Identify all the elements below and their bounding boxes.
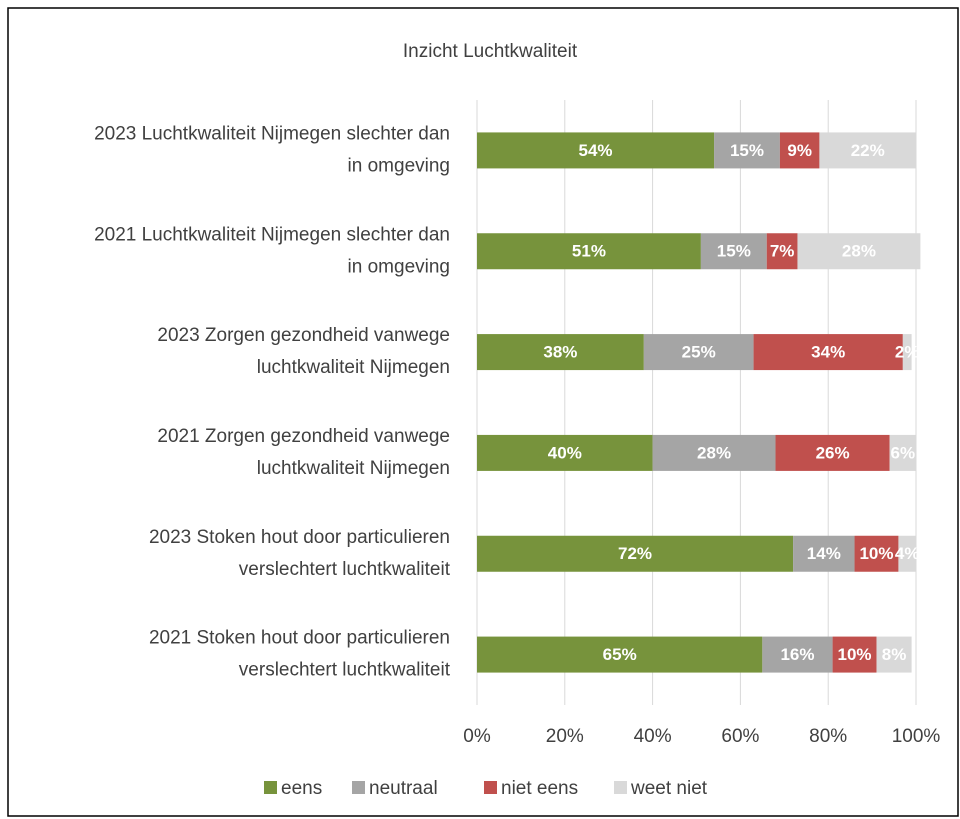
category-label-line: 2023 Stoken hout door particulieren (149, 527, 450, 548)
category-label: 2021 Zorgen gezondheid vanwege luchtkwali… (157, 426, 450, 479)
value-label: 2% (895, 343, 920, 362)
bar-segment (876, 636, 912, 673)
legend-label: niet eens (501, 778, 578, 799)
category-label: 2021 Stoken hout door particulieren versl… (149, 628, 451, 681)
value-label: 10% (838, 645, 872, 664)
value-label: 7% (770, 242, 795, 261)
bar-segment (753, 334, 903, 371)
bar-segment (797, 233, 921, 270)
bar-segment (477, 132, 715, 169)
value-label: 34% (811, 343, 845, 362)
bar-segment (898, 535, 916, 572)
category-label: 2023 Zorgen gezondheid vanwege luchtkwali… (157, 325, 450, 378)
legend-label: neutraal (369, 778, 438, 799)
value-label: 38% (543, 343, 577, 362)
bar-segment (477, 334, 644, 371)
x-tick-label: 20% (546, 726, 584, 747)
bar-segment (477, 636, 763, 673)
category-label-line: luchtkwaliteit Nijmegen (257, 357, 450, 378)
category-label-line: in omgeving (348, 155, 450, 176)
category-label: 2023 Luchtkwaliteit Nijmegen slechter da… (94, 123, 450, 176)
x-tick-label: 40% (634, 726, 672, 747)
legend-swatch (484, 781, 497, 794)
value-label: 40% (548, 443, 582, 462)
value-label: 15% (730, 141, 764, 160)
bar-segment (477, 434, 653, 471)
value-label: 15% (717, 242, 751, 261)
bar-segment (762, 636, 833, 673)
category-label-line: 2023 Luchtkwaliteit Nijmegen slechter da… (94, 123, 450, 144)
category-label-line: verslechtert luchtkwaliteit (239, 559, 451, 580)
value-label: 54% (579, 141, 613, 160)
category-label-line: luchtkwaliteit Nijmegen (257, 458, 450, 479)
bar-segment (700, 233, 767, 270)
x-tick-label: 100% (892, 726, 941, 747)
legend-swatch (352, 781, 365, 794)
bar-segment (832, 636, 877, 673)
value-label: 9% (787, 141, 812, 160)
value-label: 16% (780, 645, 814, 664)
bar-segment (854, 535, 899, 572)
category-label-line: 2021 Luchtkwaliteit Nijmegen slechter da… (94, 224, 450, 245)
x-tick-label: 80% (809, 726, 847, 747)
category-label-line: in omgeving (348, 256, 450, 277)
chart-title: Inzicht Luchtkwaliteit (403, 41, 578, 62)
category-label: 2023 Stoken hout door particulieren versl… (149, 527, 451, 580)
value-label: 8% (882, 645, 907, 664)
category-label-line: 2023 Zorgen gezondheid vanwege (157, 325, 450, 346)
x-tick-label: 0% (463, 726, 491, 747)
bar-segment (775, 434, 890, 471)
category-label: 2021 Luchtkwaliteit Nijmegen slechter da… (94, 224, 450, 277)
bar-segment (652, 434, 776, 471)
value-label: 10% (859, 544, 893, 563)
legend-swatch (264, 781, 277, 794)
bar-segment (477, 535, 794, 572)
legend-label: weet niet (630, 778, 708, 799)
legend-swatch (614, 781, 627, 794)
bar-segment (793, 535, 855, 572)
value-label: 4% (895, 544, 920, 563)
category-label-line: 2021 Zorgen gezondheid vanwege (157, 426, 450, 447)
value-label: 28% (697, 443, 731, 462)
value-label: 65% (603, 645, 637, 664)
bar-segment (766, 233, 798, 270)
category-label-line: 2021 Stoken hout door particulieren (149, 628, 450, 649)
bar-segment (779, 132, 820, 169)
value-label: 51% (572, 242, 606, 261)
value-label: 22% (851, 141, 885, 160)
bar-segment (819, 132, 916, 169)
value-label: 14% (807, 544, 841, 563)
bar-segment (902, 334, 912, 371)
value-label: 28% (842, 242, 876, 261)
value-label: 26% (816, 443, 850, 462)
bar-segment (714, 132, 780, 169)
legend-label: eens (281, 778, 322, 799)
bar-segment (477, 233, 701, 270)
x-tick-label: 60% (721, 726, 759, 747)
category-label-line: verslechtert luchtkwaliteit (239, 660, 451, 681)
value-label: 25% (682, 343, 716, 362)
bar-segment (643, 334, 754, 371)
value-label: 72% (618, 544, 652, 563)
value-label: 6% (891, 443, 916, 462)
bar-segment (889, 434, 916, 471)
